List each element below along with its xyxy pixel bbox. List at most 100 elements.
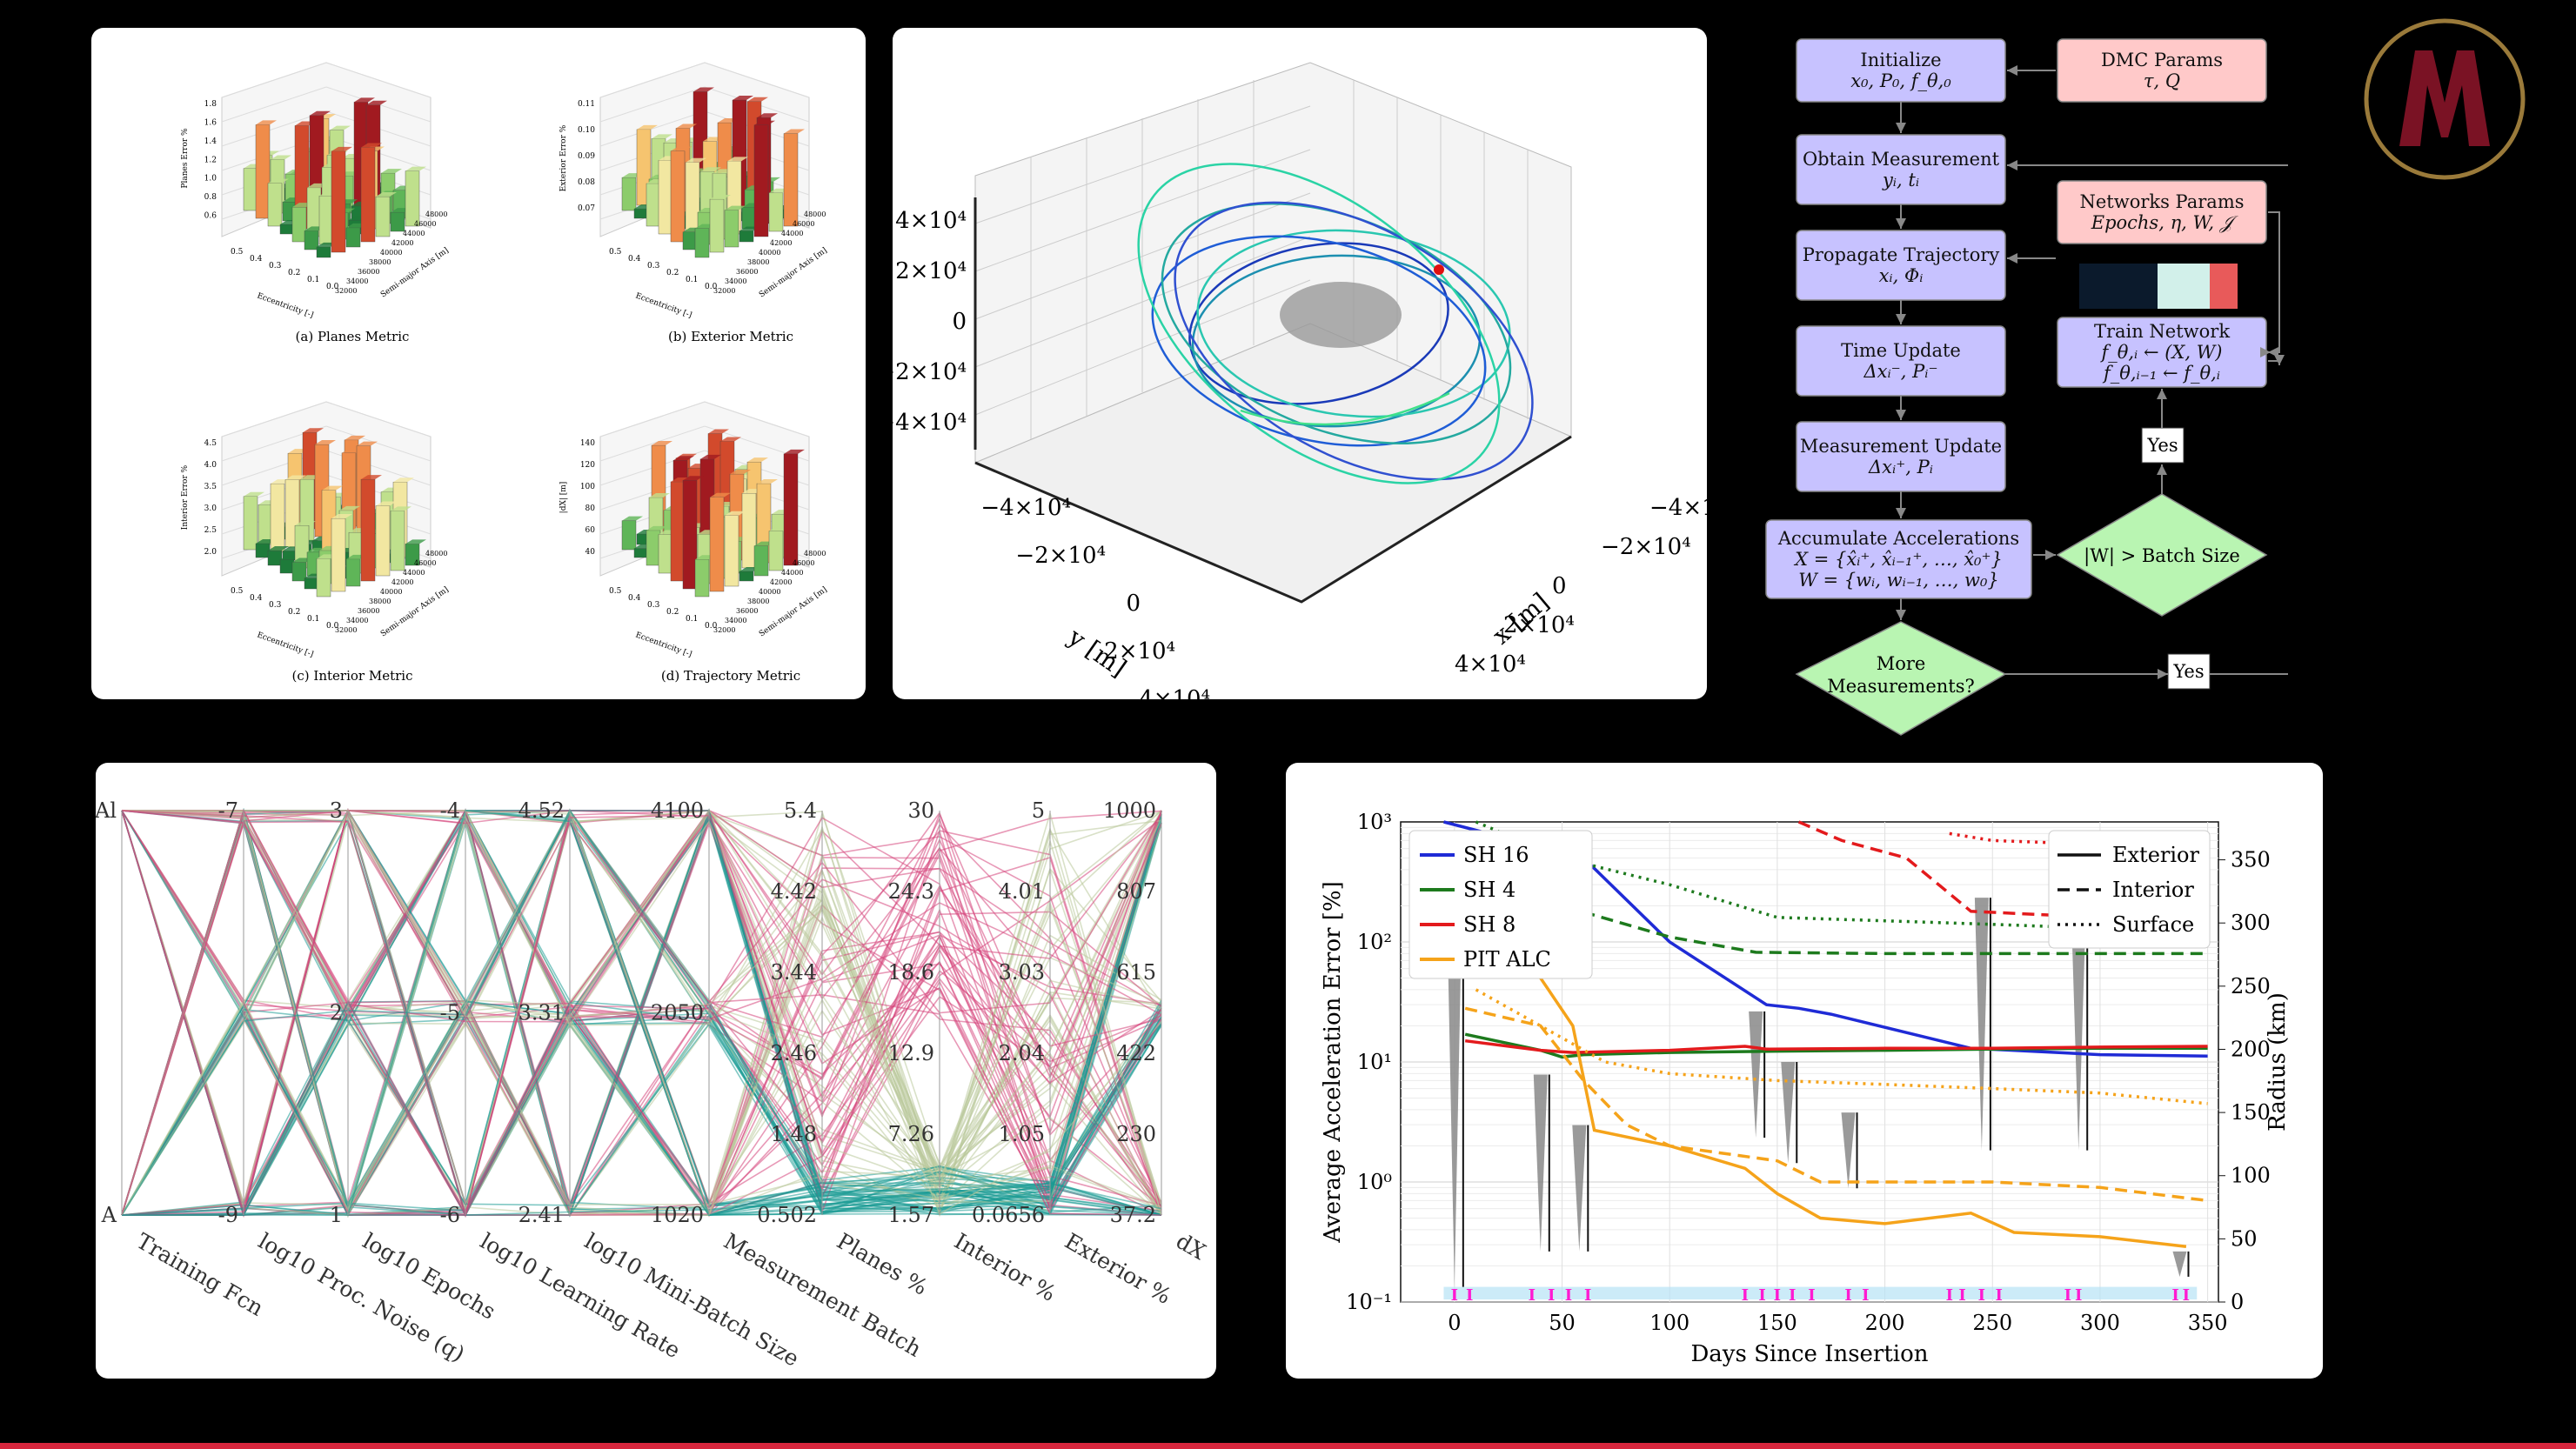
- orbit-track: [1137, 163, 1501, 484]
- asteroid-body: [1280, 282, 1402, 348]
- pc-tick: 4.52: [519, 798, 565, 823]
- yes-label: Yes: [2172, 661, 2204, 682]
- bar: [783, 453, 799, 566]
- measurement-marker: I: [1808, 1286, 1815, 1305]
- bar: [739, 230, 754, 243]
- gridline: [325, 62, 432, 98]
- bar: [267, 550, 283, 566]
- bar-top: [671, 146, 692, 151]
- measurement-marker: I: [1758, 1286, 1765, 1305]
- bar: [316, 558, 331, 598]
- bar: [709, 497, 725, 592]
- ecc-tick: 0.2: [666, 269, 679, 277]
- sma-tick: 48000: [804, 550, 826, 558]
- bar-top: [381, 169, 402, 174]
- pc-tick: 422: [1116, 1041, 1156, 1065]
- gridline: [599, 425, 706, 462]
- violin-marker: [1533, 1074, 1548, 1252]
- bar: [741, 207, 757, 230]
- sma-tick: 40000: [759, 249, 780, 257]
- measurement-marker: I: [1548, 1286, 1555, 1305]
- bar: [694, 228, 710, 258]
- ecc-tick: 0.4: [250, 594, 263, 603]
- pc-tick: -6: [440, 1203, 460, 1227]
- bar-top: [295, 521, 316, 526]
- pc-tick: 7.26: [888, 1122, 934, 1146]
- z-tick: 0.8: [204, 193, 217, 202]
- y-tick: 10⁰: [1357, 1170, 1392, 1194]
- bar-top: [331, 514, 352, 519]
- bar-top: [322, 485, 343, 491]
- y2-tick: 50: [2231, 1226, 2258, 1251]
- z-tick: 1.6: [204, 118, 217, 127]
- x-tick: −4×10⁴: [1649, 495, 1707, 521]
- bar-top: [391, 506, 411, 511]
- gridline: [221, 401, 327, 437]
- ecc-tick: 0.1: [307, 615, 319, 624]
- bar: [783, 133, 799, 227]
- bar-top: [652, 134, 672, 139]
- z-tick: 1.2: [204, 156, 217, 164]
- bar: [255, 124, 271, 219]
- ecc-label: Eccentricity [-]: [256, 631, 314, 659]
- orbit-axes-box: 4×10⁴ 2×10⁴ 0 −2×10⁴ −4×10⁴ −4×10⁴ −2×10⁴ 0 2×10…: [893, 62, 1707, 699]
- gridline: [221, 62, 327, 98]
- z-tick: 0.11: [578, 100, 595, 109]
- sma-tick: 32000: [713, 626, 735, 634]
- sma-tick: 44000: [403, 569, 425, 577]
- metric-caption: (a) Planes Metric: [296, 329, 410, 344]
- x-tick: 100: [1649, 1311, 1689, 1335]
- measurement-marker: I: [1844, 1286, 1851, 1305]
- pc-tick: Al: [96, 798, 117, 823]
- pc-tick: 0.0656: [972, 1203, 1045, 1227]
- ecc-tick: 0.2: [288, 269, 300, 277]
- pc-tick: -5: [440, 1001, 460, 1025]
- legend-label: SH 16: [1463, 843, 1529, 867]
- bar-top: [357, 441, 378, 446]
- pc-tick: 2.46: [771, 1041, 817, 1065]
- bar-top: [700, 454, 721, 459]
- accel-error-panel: 0 50 100 150 200 250 300 350 10⁻¹ 10⁰ 10¹ 10² 10³ 0 50…: [1286, 763, 2323, 1379]
- node-initialize-text: Initialize: [1860, 50, 1941, 70]
- bar: [633, 208, 649, 219]
- bar-top: [622, 516, 643, 521]
- series-line-sh-4-dashed: [1496, 868, 2208, 956]
- yes-box: [2167, 653, 2211, 690]
- bar-top: [708, 429, 729, 434]
- z-tick: 2×10⁴: [895, 258, 967, 284]
- network-thumbnail: [2079, 264, 2238, 309]
- z-tick: 80: [585, 504, 596, 513]
- y-tick: 10²: [1357, 930, 1392, 954]
- bar: [375, 505, 391, 577]
- node-networks-params-box: [2057, 180, 2267, 244]
- y2-tick: 250: [2231, 974, 2271, 998]
- y-axis-label: Average Acceleration Error [%]: [1320, 881, 1346, 1244]
- arrow: [2268, 211, 2280, 357]
- pc-tick: -9: [218, 1203, 238, 1227]
- node-networks-params-text: Epochs, η, W, 𝒥: [2091, 212, 2239, 233]
- gridline: [599, 110, 706, 147]
- bar-top: [730, 470, 751, 475]
- pc-tick: 5.4: [784, 798, 817, 823]
- bar: [345, 227, 361, 248]
- y2-tick: 300: [2231, 911, 2271, 935]
- node-dmc-params-text: DMC Params: [2101, 50, 2223, 70]
- metric-caption: (d) Trajectory Metric: [661, 668, 800, 684]
- node-accumulate-text: X = {x̂ᵢ⁺, x̂ᵢ₋₁⁺, …, x̂₀⁺}: [1793, 549, 2003, 570]
- z-tick: 100: [580, 483, 595, 491]
- measurement-marker: I: [1584, 1286, 1591, 1305]
- bar-top: [376, 501, 397, 506]
- pc-line: [121, 810, 1162, 1137]
- bar: [304, 230, 319, 250]
- batch-text: |W| > Batch Size: [2084, 545, 2240, 567]
- batch-diamond: [2056, 493, 2268, 617]
- bar: [670, 481, 686, 582]
- bar-top: [310, 110, 331, 116]
- bar-top: [686, 157, 706, 163]
